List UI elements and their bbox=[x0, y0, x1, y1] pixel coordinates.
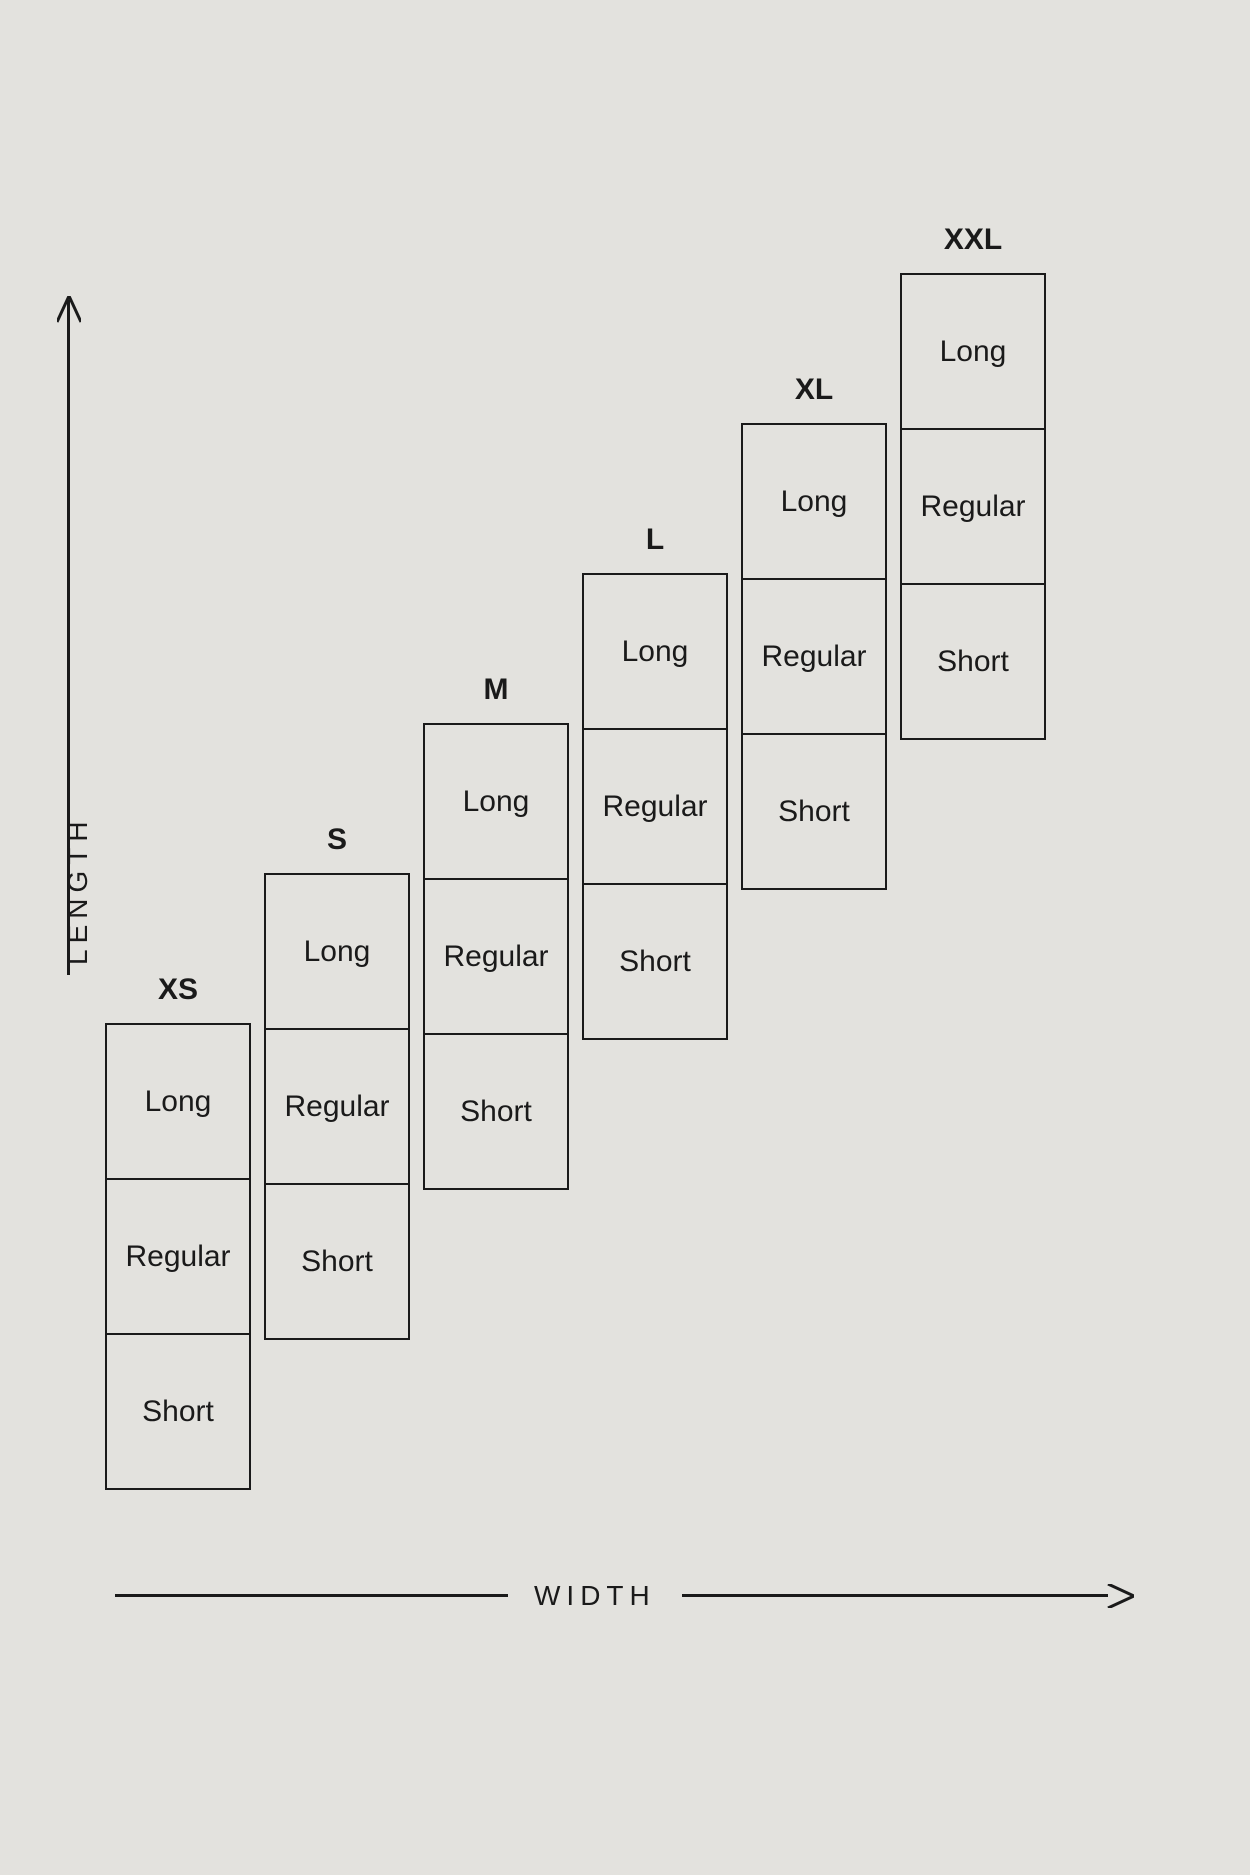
size-cell: Short bbox=[582, 883, 728, 1040]
size-cell: Long bbox=[741, 423, 887, 580]
size-label: XS bbox=[105, 973, 251, 1007]
size-label: XL bbox=[741, 373, 887, 407]
size-label: XXL bbox=[900, 223, 1046, 257]
x-axis-label: WIDTH bbox=[534, 1580, 656, 1612]
size-label: L bbox=[582, 523, 728, 557]
y-axis-label: LENGTH bbox=[62, 815, 94, 965]
size-cell: Short bbox=[423, 1033, 569, 1190]
size-cell: Regular bbox=[900, 428, 1046, 585]
size-label: S bbox=[264, 823, 410, 857]
size-cell: Regular bbox=[582, 728, 728, 885]
size-cell: Long bbox=[264, 873, 410, 1030]
size-cell: Short bbox=[105, 1333, 251, 1490]
size-cell: Long bbox=[423, 723, 569, 880]
size-cell: Long bbox=[105, 1023, 251, 1180]
x-axis-label-wrap: WIDTH bbox=[508, 1580, 682, 1612]
size-cell: Long bbox=[900, 273, 1046, 430]
y-axis-arrow bbox=[57, 296, 81, 331]
x-axis-arrow bbox=[1104, 1584, 1134, 1613]
size-cell: Long bbox=[582, 573, 728, 730]
size-cell: Short bbox=[900, 583, 1046, 740]
size-label: M bbox=[423, 673, 569, 707]
size-diagram: LENGTHWIDTHLongRegularShortXSLongRegular… bbox=[0, 0, 1250, 1875]
size-cell: Regular bbox=[264, 1028, 410, 1185]
size-cell: Short bbox=[264, 1183, 410, 1340]
size-cell: Regular bbox=[105, 1178, 251, 1335]
size-cell: Short bbox=[741, 733, 887, 890]
size-cell: Regular bbox=[423, 878, 569, 1035]
size-cell: Regular bbox=[741, 578, 887, 735]
